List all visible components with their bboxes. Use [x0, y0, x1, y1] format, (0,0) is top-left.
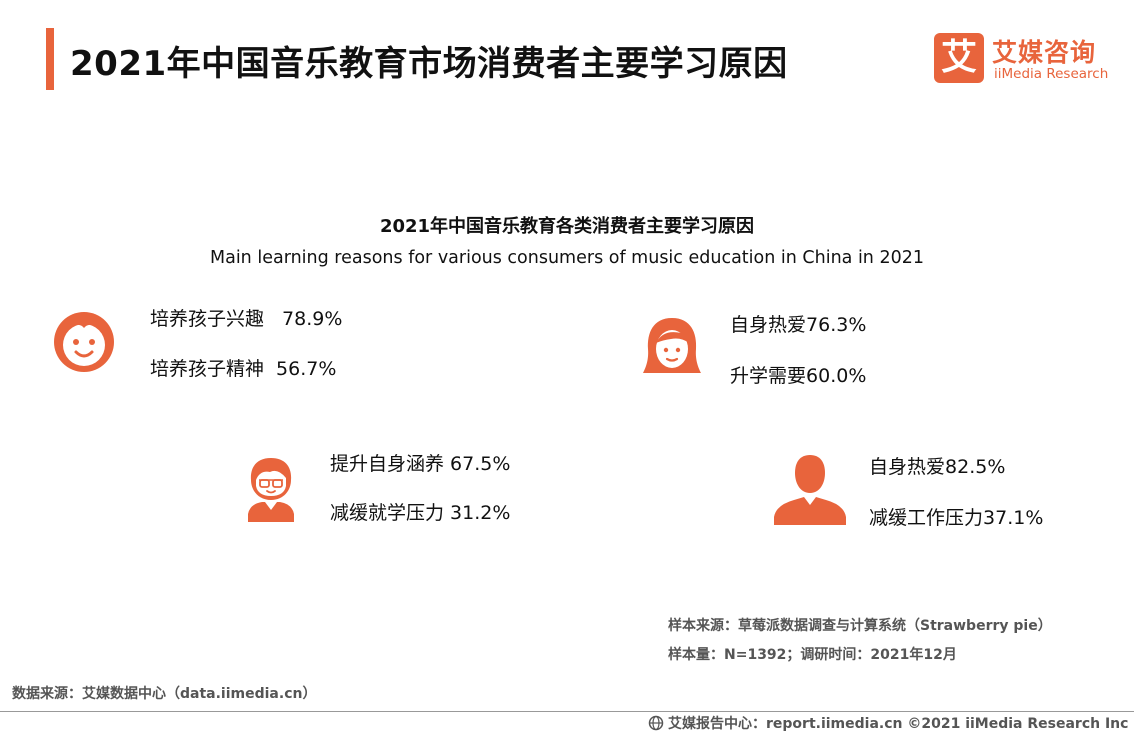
- reason-label: 自身热爱: [869, 456, 946, 478]
- footer-text[interactable]: 艾媒报告中心：report.iimedia.cn ©2021 iiMedia R…: [668, 716, 1129, 732]
- title-accent-bar: [46, 28, 54, 90]
- logo-name-en: iiMedia Research: [994, 66, 1109, 82]
- page-title: 2021年中国音乐教育市场消费者主要学习原因: [70, 44, 788, 84]
- reason-label: 培养孩子兴趣: [150, 308, 265, 330]
- reason-line: 培养孩子精神 56.7%: [150, 354, 336, 381]
- reason-value: 31.2%: [450, 502, 511, 524]
- reason-value: 82.5%: [945, 456, 1006, 478]
- logo: 艾 艾媒咨询 iiMedia Research: [934, 33, 1114, 87]
- sample-size-note: 样本量：N=1392；调研时间：2021年12月: [668, 647, 957, 663]
- reason-value: 76.3%: [806, 314, 867, 336]
- logo-name-cn: 艾媒咨询: [992, 38, 1097, 67]
- reason-line: 升学需要60.0%: [730, 361, 866, 388]
- reason-line: 提升自身涵养 67.5%: [330, 449, 510, 476]
- reason-line: 减缓就学压力 31.2%: [330, 498, 510, 525]
- woman-face-icon: [643, 318, 701, 373]
- reason-label: 提升自身涵养: [330, 453, 445, 475]
- adult-silhouette-icon: [774, 455, 846, 525]
- sample-source-note: 样本来源：草莓派数据调查与计算系统（Strawberry pie）: [668, 618, 1052, 634]
- reason-line: 培养孩子兴趣 78.9%: [150, 304, 342, 331]
- reason-label: 减缓工作压力: [869, 507, 984, 529]
- footer-divider: [0, 711, 1134, 712]
- reason-line: 减缓工作压力37.1%: [869, 503, 1043, 530]
- reason-label: 升学需要: [730, 365, 807, 387]
- reason-value: 37.1%: [983, 507, 1044, 529]
- reason-label: 自身热爱: [730, 314, 807, 336]
- chart-title-en: Main learning reasons for various consum…: [210, 248, 924, 268]
- reason-line: 自身热爱76.3%: [730, 310, 866, 337]
- data-source: 数据来源：艾媒数据中心（data.iimedia.cn）: [12, 686, 317, 702]
- globe-icon: [648, 715, 664, 731]
- iimedia-logo-icon: 艾: [934, 33, 984, 83]
- reason-label: 培养孩子精神: [150, 358, 265, 380]
- reason-label: 减缓就学压力: [330, 502, 445, 524]
- reason-value: 78.9%: [282, 308, 343, 330]
- chart-title-cn: 2021年中国音乐教育各类消费者主要学习原因: [379, 216, 755, 237]
- footer: 艾媒报告中心：report.iimedia.cn ©2021 iiMedia R…: [648, 713, 1128, 733]
- reason-value: 60.0%: [806, 365, 867, 387]
- reason-line: 自身热爱82.5%: [869, 452, 1005, 479]
- boy-icon: [248, 458, 294, 522]
- reason-value: 56.7%: [276, 358, 337, 380]
- baby-face-icon: [54, 312, 114, 372]
- reason-value: 67.5%: [450, 453, 511, 475]
